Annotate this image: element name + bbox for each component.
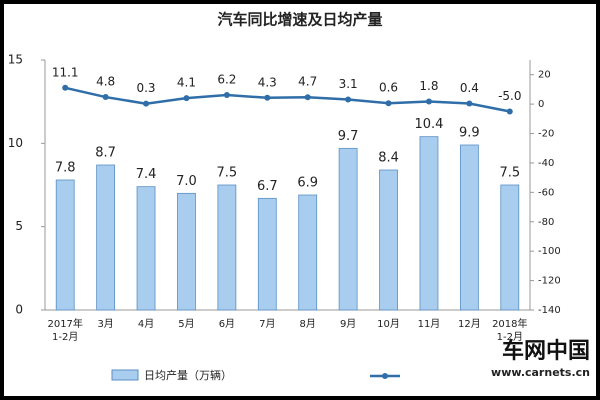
y2-tick-label: 0 [538, 99, 544, 110]
bar [257, 197, 277, 311]
x-tick-label: 11月 [418, 318, 441, 330]
line-value-label: 0.3 [136, 81, 155, 95]
bar-value-label: 7.8 [55, 161, 76, 176]
y-tick-label: 10 [8, 136, 23, 150]
bar [338, 147, 358, 311]
bar [459, 144, 479, 311]
bar-value-label: 7.5 [499, 166, 520, 181]
bar-value-label: 7.5 [217, 166, 238, 181]
line-point [425, 98, 432, 105]
line-value-label: 4.8 [96, 75, 115, 89]
x-tick-label: 10月 [377, 318, 400, 330]
line-point [62, 84, 69, 91]
y-tick-label: 0 [15, 303, 23, 317]
y2-tick-label: -140 [538, 305, 561, 316]
bar-value-label: 6.7 [257, 179, 278, 194]
bar-value-label: 9.7 [338, 129, 359, 144]
bar [419, 136, 439, 311]
y2-tick-label: -120 [538, 276, 561, 287]
bar [379, 169, 398, 311]
x-tick-label: 12月 [458, 318, 481, 330]
bar-value-label: 6.9 [297, 176, 318, 191]
line-point [345, 96, 352, 103]
x-tick-label: 2018年 1-2月 [492, 317, 527, 343]
line-point [264, 94, 271, 101]
chart-title: 汽车同比增速及日均产量 [217, 11, 382, 29]
legend-swatch [111, 369, 139, 381]
y2-tick-label: 20 [538, 70, 551, 81]
line-value-label: 4.7 [298, 75, 317, 89]
line-point [143, 100, 150, 107]
line-point [506, 108, 513, 115]
line-value-label: 1.8 [419, 79, 438, 93]
y-tick-label: 5 [15, 219, 23, 233]
bar [96, 164, 116, 311]
bar [298, 194, 318, 311]
watermark-brand: 车网中国 [502, 338, 590, 364]
bar [217, 184, 237, 311]
line-point [183, 95, 190, 102]
x-tick-label: 5月 [178, 318, 194, 330]
bar-value-label: 8.7 [95, 146, 116, 161]
bar [55, 179, 75, 311]
line-point [466, 100, 473, 107]
bar-value-label: 10.4 [414, 117, 443, 132]
bar-value-label: 8.4 [378, 151, 399, 166]
line-value-label: 6.2 [217, 73, 236, 87]
bar-value-label: 7.0 [176, 174, 197, 189]
line-value-label: 4.1 [177, 76, 196, 90]
legend-marker [382, 373, 388, 379]
x-tick-label: 2017年 1-2月 [47, 317, 82, 343]
bar [500, 184, 520, 311]
bar-value-label: 7.4 [136, 167, 157, 182]
line-point [304, 94, 311, 101]
line-value-label: 0.4 [460, 81, 479, 95]
x-tick-label: 6月 [219, 318, 235, 330]
bar-value-label: 9.9 [459, 126, 480, 141]
y2-tick-label: -20 [538, 129, 554, 140]
y2-tick-label: -100 [538, 246, 561, 257]
line-value-label: 11.1 [52, 65, 79, 79]
line-point [223, 92, 230, 98]
x-tick-label: 3月 [97, 318, 113, 330]
y2-tick-label: -40 [538, 158, 554, 169]
x-tick-label: 4月 [138, 318, 154, 330]
x-tick-label: 9月 [340, 318, 356, 330]
line-point [102, 94, 109, 101]
line-point [385, 100, 392, 107]
line-value-label: 3.1 [339, 77, 358, 91]
line-value-label: 0.6 [379, 81, 398, 95]
line [64, 86, 511, 113]
line-value-label: -5.0 [498, 89, 521, 103]
y2-tick-label: -60 [538, 187, 554, 198]
watermark-url: www.carnets.cn [491, 366, 590, 379]
y-tick-label: 15 [8, 53, 23, 67]
bar [136, 186, 156, 311]
bar [177, 192, 196, 311]
y2-tick-label: -80 [538, 217, 554, 228]
x-tick-label: 8月 [300, 318, 316, 330]
legend-label: 日均产量（万辆） [144, 368, 232, 382]
x-tick-label: 7月 [259, 318, 275, 330]
line-value-label: 4.3 [258, 75, 277, 89]
